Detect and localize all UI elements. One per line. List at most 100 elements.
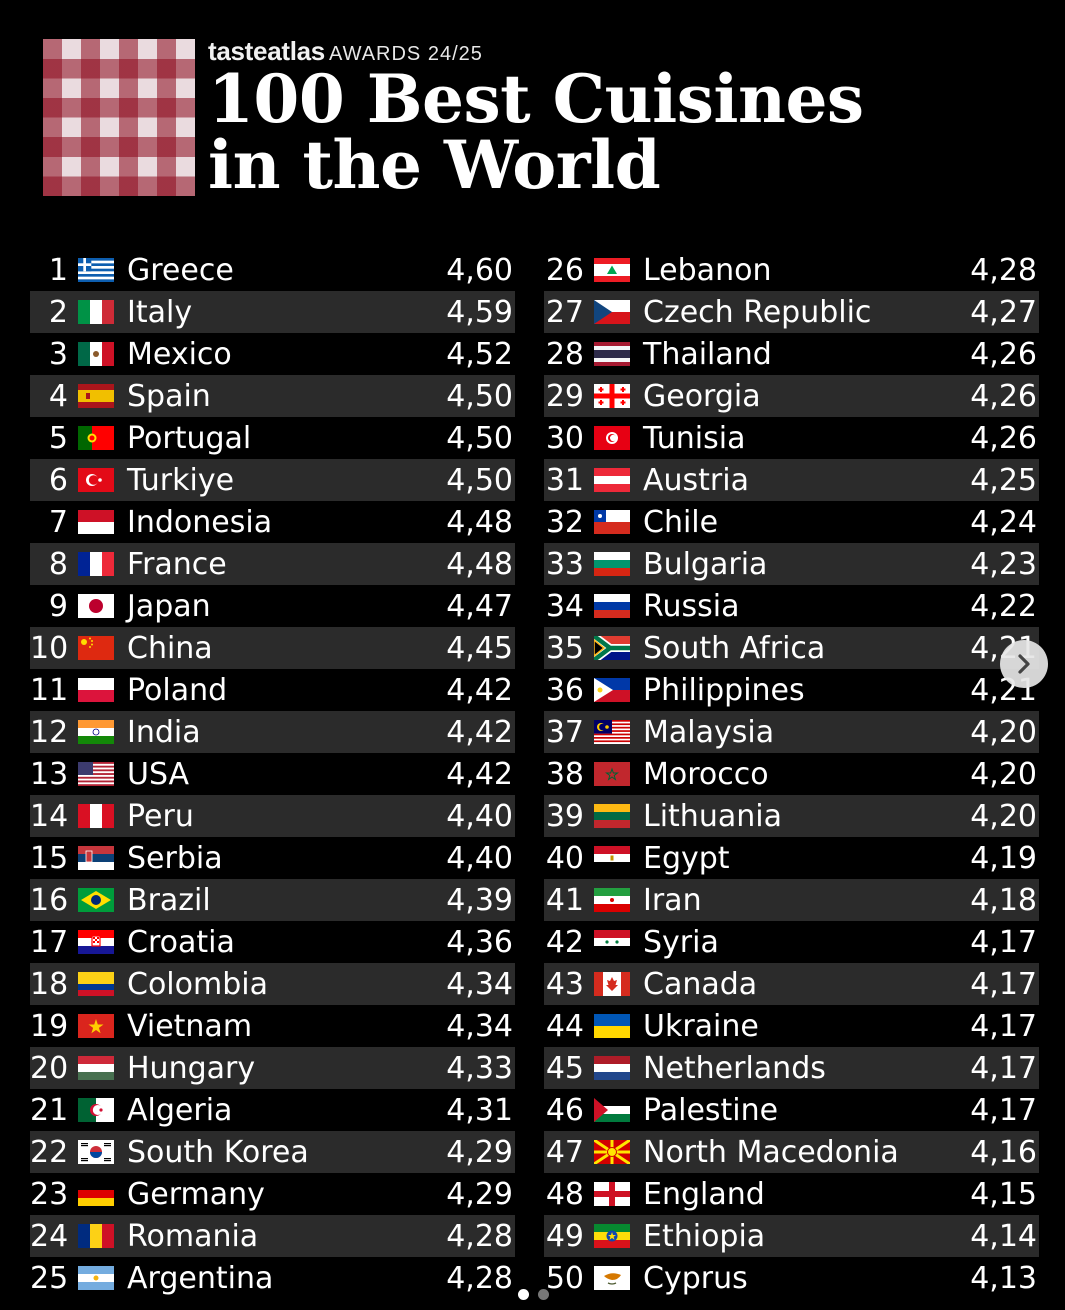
rank-number: 7 [48,504,68,540]
ranking-row: 46 Palestine 4,17 [544,1089,1039,1131]
rank-number: 45 [545,1050,584,1086]
cuisine-score: 4,28 [970,252,1037,288]
ranking-row: 41 Iran 4,18 [544,879,1039,921]
ranking-row: 21 Algeria 4,31 [30,1089,515,1131]
ranking-row: 44 Ukraine 4,17 [544,1005,1039,1047]
country-name: Malaysia [643,714,775,750]
usa-flag-icon [78,762,114,786]
country-name: India [127,714,201,750]
title-line-2: in the World [208,126,661,204]
country-name: Thailand [643,336,772,372]
rank-number: 4 [48,378,68,414]
ranking-row: 12 India 4,42 [30,711,515,753]
cuisine-score: 4,40 [446,840,513,876]
cuisine-score: 4,18 [970,882,1037,918]
tunisia-flag-icon [594,426,630,450]
cuisine-score: 4,17 [970,924,1037,960]
malaysia-flag-icon [594,720,630,744]
country-name: Japan [127,588,211,624]
country-name: Syria [643,924,719,960]
ranking-row: 47 North Macedonia 4,16 [544,1131,1039,1173]
country-name: Romania [127,1218,259,1254]
chevron-right-icon [1018,654,1030,674]
brand-header: tasteatlas AWARDS 24/25 [208,36,483,67]
rank-number: 43 [545,966,584,1002]
ranking-row: 28 Thailand 4,26 [544,333,1039,375]
japan-flag-icon [78,594,114,618]
rankings-column-left: 1 Greece 4,60 2 Italy 4,59 3 Mexico 4,52 4 Spain 4,… [30,249,515,1299]
ranking-row: 19 Vietnam 4,34 [30,1005,515,1047]
palestine-flag-icon [594,1098,630,1122]
ranking-row: 29 Georgia 4,26 [544,375,1039,417]
ranking-row: 23 Germany 4,29 [30,1173,515,1215]
vietnam-flag-icon [78,1014,114,1038]
cuisine-score: 4,52 [446,336,513,372]
next-slide-button[interactable] [1000,640,1048,688]
canada-flag-icon [594,972,630,996]
iran-flag-icon [594,888,630,912]
ranking-row: 5 Portugal 4,50 [30,417,515,459]
ranking-row: 45 Netherlands 4,17 [544,1047,1039,1089]
ranking-row: 32 Chile 4,24 [544,501,1039,543]
russia-flag-icon [594,594,630,618]
south-africa-flag-icon [594,636,630,660]
morocco-flag-icon [594,762,630,786]
ranking-row: 37 Malaysia 4,20 [544,711,1039,753]
rank-number: 23 [30,1176,69,1212]
cuisine-score: 4,26 [970,336,1037,372]
rank-number: 30 [545,420,584,456]
country-name: Vietnam [127,1008,253,1044]
rank-number: 17 [30,924,69,960]
cuisine-score: 4,59 [446,294,513,330]
cuisine-score: 4,50 [446,378,513,414]
country-name: Canada [643,966,758,1002]
country-name: Argentina [127,1260,274,1296]
bulgaria-flag-icon [594,552,630,576]
rank-number: 6 [48,462,68,498]
ukraine-flag-icon [594,1014,630,1038]
checkered-tablecloth-logo [43,39,195,196]
rank-number: 40 [545,840,584,876]
cuisine-score: 4,47 [446,588,513,624]
rank-number: 37 [545,714,584,750]
rank-number: 26 [545,252,584,288]
rank-number: 9 [48,588,68,624]
rank-number: 11 [30,672,69,708]
cuisine-score: 4,48 [446,546,513,582]
country-name: Philippines [643,672,805,708]
country-name: USA [127,756,190,792]
ranking-row: 10 China 4,45 [30,627,515,669]
rank-number: 32 [545,504,584,540]
country-name: Hungary [127,1050,256,1086]
cuisine-score: 4,48 [446,504,513,540]
country-name: Czech Republic [643,294,872,330]
country-name: Morocco [643,756,769,792]
ranking-row: 30 Tunisia 4,26 [544,417,1039,459]
country-name: Serbia [127,840,223,876]
lebanon-flag-icon [594,258,630,282]
rank-number: 34 [545,588,584,624]
cuisine-score: 4,17 [970,1008,1037,1044]
brand-name: tasteatlas [208,36,325,66]
ranking-row: 1 Greece 4,60 [30,249,515,291]
cuisine-score: 4,28 [446,1218,513,1254]
cuisine-score: 4,26 [970,420,1037,456]
country-name: Bulgaria [643,546,768,582]
argentina-flag-icon [78,1266,114,1290]
ranking-row: 33 Bulgaria 4,23 [544,543,1039,585]
ranking-row: 2 Italy 4,59 [30,291,515,333]
country-name: Georgia [643,378,761,414]
rank-number: 39 [545,798,584,834]
georgia-flag-icon [594,384,630,408]
ranking-row: 13 USA 4,42 [30,753,515,795]
netherlands-flag-icon [594,1056,630,1080]
cuisine-score: 4,20 [970,714,1037,750]
rank-number: 42 [545,924,584,960]
carousel-dot[interactable] [518,1289,529,1300]
cuisine-score: 4,16 [970,1134,1037,1170]
cuisine-score: 4,20 [970,756,1037,792]
china-flag-icon [78,636,114,660]
cuisine-score: 4,34 [446,966,513,1002]
carousel-dot[interactable] [538,1289,549,1300]
ranking-row: 18 Colombia 4,34 [30,963,515,1005]
